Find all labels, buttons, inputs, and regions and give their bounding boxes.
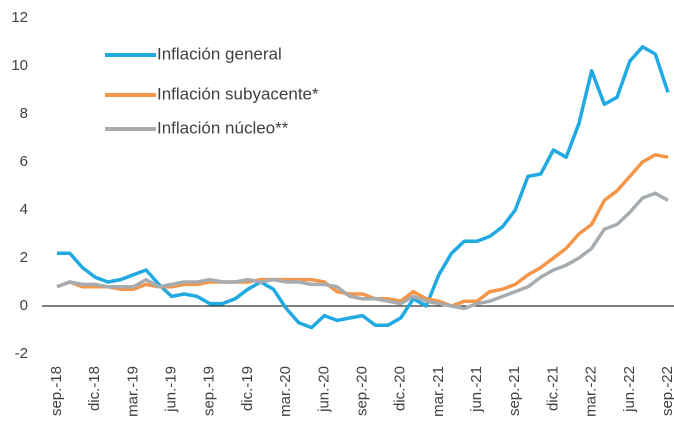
x-tick-label: jun.-20 [315, 366, 332, 413]
y-tick-label: 2 [20, 249, 28, 266]
x-tick-label: dic.-19 [239, 366, 256, 411]
x-tick-label: dic.-18 [86, 366, 103, 411]
x-tick-label: sep.-20 [353, 366, 370, 416]
series-line [56, 153, 669, 308]
x-tick-label: dic.-20 [392, 366, 409, 411]
y-tick-label: 10 [11, 57, 28, 74]
x-tick-label: sep.-21 [506, 366, 523, 416]
x-tick-label: mar.-19 [124, 366, 141, 417]
y-tick-label: 8 [20, 105, 28, 122]
x-tick-label: mar.-22 [583, 366, 600, 417]
x-tick-label: mar.-20 [277, 366, 294, 417]
y-tick-label: 6 [20, 153, 28, 170]
x-tick-label: sep.-19 [201, 366, 218, 416]
y-tick-label: -2 [15, 345, 28, 362]
legend-label: Inflación núcleo** [157, 118, 289, 137]
legend-label: Inflación general [157, 44, 282, 63]
x-tick-label: mar.-21 [430, 366, 447, 417]
y-tick-label: 4 [20, 201, 28, 218]
x-tick-label: dic.-21 [544, 366, 561, 411]
legend-label: Inflación subyacente* [157, 84, 319, 103]
series-line [56, 191, 669, 311]
x-tick-label: jun.-19 [163, 366, 180, 413]
x-tick-label: jun.-21 [468, 366, 485, 413]
y-tick-label: 12 [11, 9, 28, 26]
x-tick-label: sep.-18 [48, 366, 65, 416]
y-tick-label: 0 [20, 297, 28, 314]
x-tick-label: sep.-22 [659, 366, 674, 416]
series-line [57, 45, 670, 330]
x-tick-label: jun.-22 [621, 366, 638, 413]
